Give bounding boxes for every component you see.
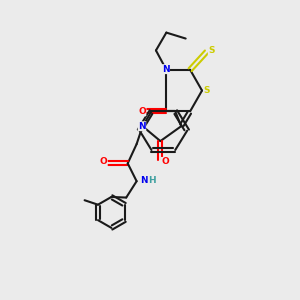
Text: O: O (100, 158, 107, 166)
Text: O: O (138, 107, 146, 116)
Text: N: N (138, 122, 146, 131)
Text: N: N (162, 65, 169, 74)
Text: H: H (148, 176, 156, 184)
Text: N: N (140, 176, 148, 184)
Text: O: O (161, 158, 169, 166)
Text: S: S (204, 86, 210, 95)
Text: S: S (208, 46, 215, 55)
